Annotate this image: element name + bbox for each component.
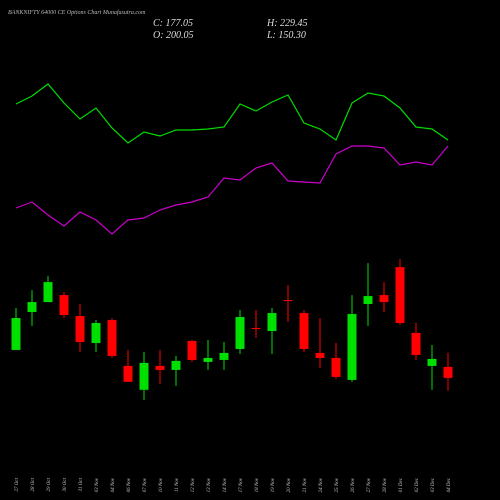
indicator-line xyxy=(15,83,449,144)
candle-body xyxy=(235,317,245,349)
x-tick-label: 30 Oct xyxy=(63,477,68,491)
x-tick-label: 27 Nov xyxy=(367,477,372,492)
x-tick-label: 13 Nov xyxy=(207,477,212,492)
candle-body xyxy=(155,365,165,370)
x-tick-label: 11 Nov xyxy=(175,477,180,492)
x-tick-label: 10 Nov xyxy=(159,477,164,492)
candle-body xyxy=(443,366,453,378)
candle-body xyxy=(139,362,149,390)
x-tick-label: 24 Nov xyxy=(319,477,324,492)
x-tick-label: 19 Nov xyxy=(271,477,276,492)
candle-body xyxy=(171,360,181,370)
x-tick-label: 06 Nov xyxy=(127,477,132,492)
x-tick-label: 18 Nov xyxy=(255,477,260,492)
x-tick-label: 12 Nov xyxy=(191,477,196,492)
candle-body xyxy=(75,316,85,342)
x-tick-label: 25 Nov xyxy=(335,477,340,492)
info-label: O: 200.05 xyxy=(153,30,194,41)
candle-body xyxy=(91,323,101,343)
x-tick-label: 03 Dec xyxy=(431,477,436,492)
info-label: L: 150.30 xyxy=(266,30,306,41)
x-tick-label: 29 Oct xyxy=(47,477,52,491)
x-tick-label: 28 Oct xyxy=(31,477,36,491)
chart-title: BANKNIFTY 64000 CE Options Chart Munafas… xyxy=(8,9,146,16)
x-tick-label: 01 Dec xyxy=(399,477,404,492)
candle-body xyxy=(59,295,69,316)
indicator-line xyxy=(15,145,449,235)
candle-body xyxy=(219,352,229,360)
candle-body xyxy=(107,320,117,356)
x-tick-label: 03 Nov xyxy=(95,477,100,492)
candle-body xyxy=(283,300,293,302)
candle-body xyxy=(379,295,389,303)
x-tick-label: 27 Oct xyxy=(15,477,20,491)
x-tick-label: 04 Dec xyxy=(447,477,452,492)
candle-body xyxy=(395,267,405,324)
candle-body xyxy=(27,302,37,313)
x-tick-label: 14 Nov xyxy=(223,477,228,492)
candle-body xyxy=(43,282,53,303)
x-tick-label: 20 Nov xyxy=(287,477,292,492)
info-label: H: 229.45 xyxy=(266,18,308,29)
candle-body xyxy=(203,357,213,362)
candle-body xyxy=(123,365,133,382)
x-tick-label: 21 Nov xyxy=(303,477,308,492)
candle-body xyxy=(187,340,197,360)
x-tick-label: 04 Nov xyxy=(111,477,116,492)
x-tick-label: 31 Oct xyxy=(79,477,84,491)
x-tick-label: 26 Nov xyxy=(351,477,356,492)
candle-body xyxy=(11,318,21,350)
candle-body xyxy=(427,358,437,366)
x-tick-label: 17 Nov xyxy=(239,477,244,492)
candle-body xyxy=(347,314,357,380)
candle-body xyxy=(251,327,261,329)
x-tick-label: 02 Dec xyxy=(415,477,420,492)
candle-body xyxy=(299,313,309,349)
candle-body xyxy=(315,352,325,358)
info-label: C: 177.05 xyxy=(153,18,193,29)
x-tick-label: 07 Nov xyxy=(143,477,148,492)
candle-body xyxy=(411,332,421,355)
candle-body xyxy=(331,357,341,377)
x-tick-label: 28 Nov xyxy=(383,477,388,492)
candle-body xyxy=(267,313,277,332)
candle-body xyxy=(363,296,373,305)
